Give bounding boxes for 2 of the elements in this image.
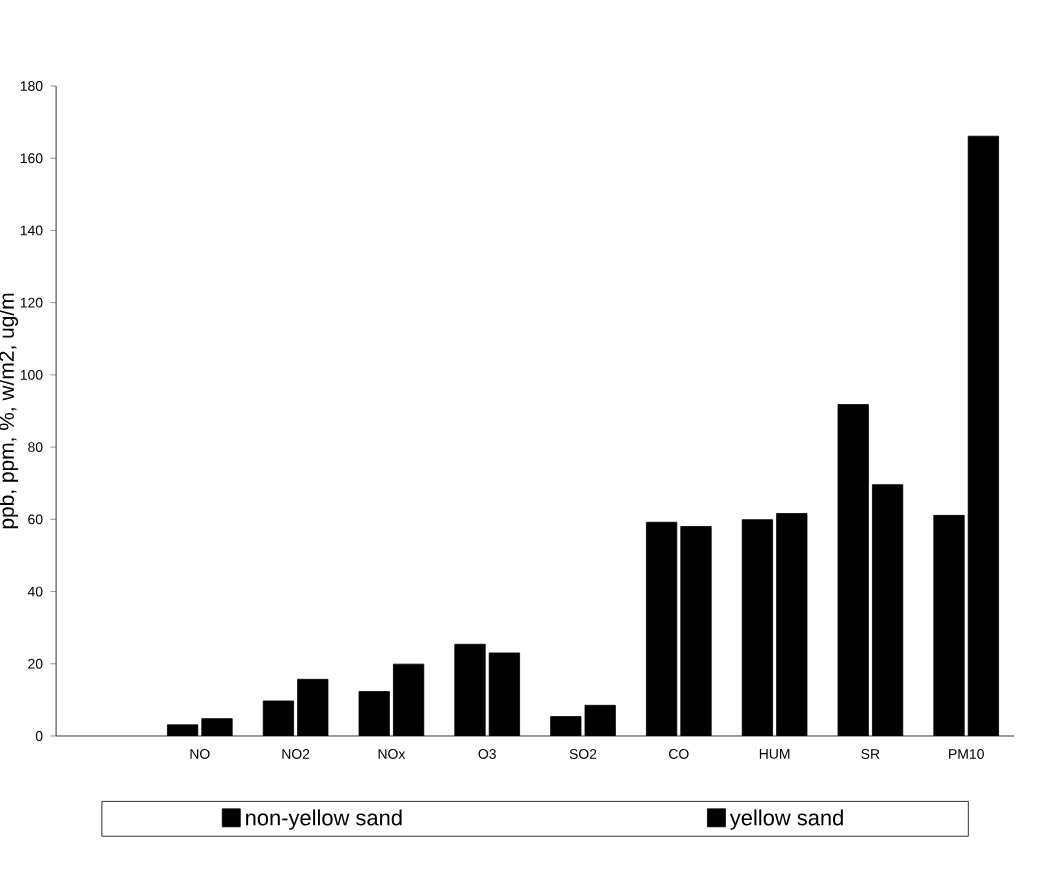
legend-label: non-yellow sand [246, 809, 402, 830]
legend-label: yellow sand [729, 809, 843, 830]
